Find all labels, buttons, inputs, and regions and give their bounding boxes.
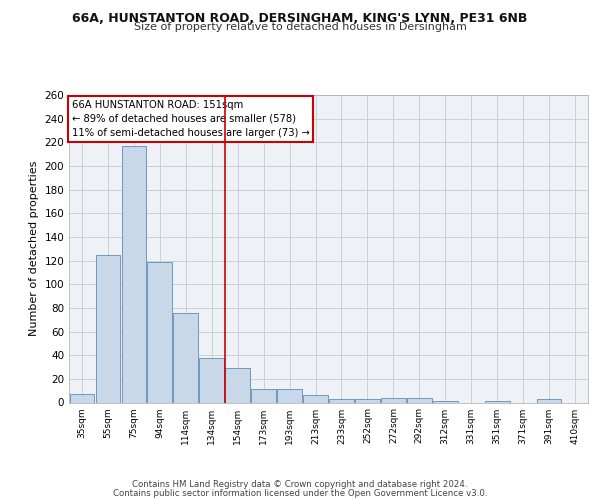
Text: Size of property relative to detached houses in Dersingham: Size of property relative to detached ho…: [134, 22, 466, 32]
Bar: [537, 399, 562, 402]
Text: 66A, HUNSTANTON ROAD, DERSINGHAM, KING'S LYNN, PE31 6NB: 66A, HUNSTANTON ROAD, DERSINGHAM, KING'S…: [73, 12, 527, 26]
Text: Contains public sector information licensed under the Open Government Licence v3: Contains public sector information licen…: [113, 488, 487, 498]
Y-axis label: Number of detached properties: Number of detached properties: [29, 161, 39, 336]
Bar: [173, 312, 198, 402]
Bar: [70, 394, 94, 402]
Text: Contains HM Land Registry data © Crown copyright and database right 2024.: Contains HM Land Registry data © Crown c…: [132, 480, 468, 489]
Bar: [329, 399, 354, 402]
Bar: [199, 358, 224, 403]
Text: 66A HUNSTANTON ROAD: 151sqm
← 89% of detached houses are smaller (578)
11% of se: 66A HUNSTANTON ROAD: 151sqm ← 89% of det…: [71, 100, 310, 138]
Bar: [407, 398, 431, 402]
Bar: [95, 254, 120, 402]
Bar: [148, 262, 172, 402]
Bar: [226, 368, 250, 402]
Bar: [355, 399, 380, 402]
Bar: [122, 146, 146, 403]
Bar: [303, 396, 328, 402]
Bar: [277, 390, 302, 402]
Bar: [251, 390, 276, 402]
Bar: [381, 398, 406, 402]
